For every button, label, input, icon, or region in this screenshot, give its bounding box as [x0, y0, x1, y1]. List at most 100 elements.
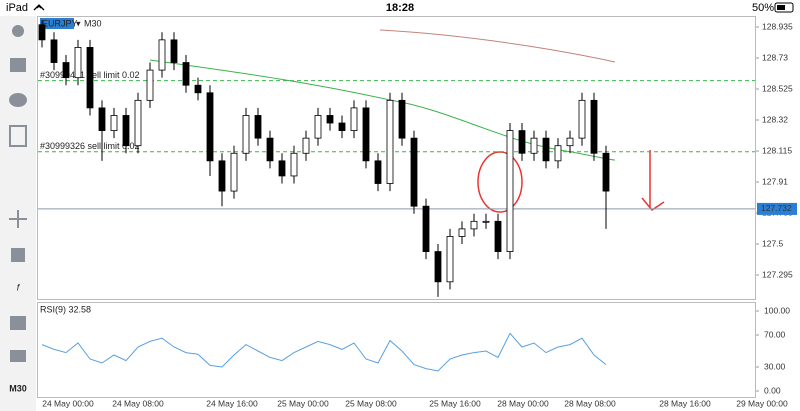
candle-body: [38, 24, 46, 41]
candle-body: [338, 122, 346, 131]
device-name: iPad: [6, 2, 28, 14]
time-label: 28 May 16:00: [659, 398, 711, 408]
price-tick-label: 127.91: [762, 176, 788, 186]
battery-icon: [774, 2, 794, 13]
candle-body: [470, 220, 478, 230]
candle-body: [278, 160, 286, 177]
rsi-line: [41, 332, 607, 372]
candle-body: [302, 137, 310, 154]
candle-body: [602, 152, 610, 192]
symbol-box[interactable]: [40, 18, 74, 29]
candle-body: [314, 115, 322, 139]
candle-body: [398, 99, 406, 139]
candle-body: [422, 205, 430, 252]
time-label: 29 May 00:00: [736, 398, 788, 408]
price-tick-label: 128.32: [762, 114, 788, 124]
rsi-tick-label: 100.00: [764, 305, 790, 315]
candle-body: [542, 137, 550, 162]
candle-body: [410, 137, 418, 207]
candle-body: [254, 115, 262, 139]
candle-body: [458, 228, 466, 237]
time-label: 24 May 00:00: [42, 398, 94, 408]
new-order-icon[interactable]: [9, 125, 27, 147]
wifi-icon: [33, 4, 45, 11]
chat-icon[interactable]: [9, 93, 27, 107]
account-icon[interactable]: [12, 25, 24, 37]
candle-body: [266, 137, 274, 162]
candle-body: [590, 99, 598, 154]
time-label: 24 May 08:00: [112, 398, 164, 408]
candle-body: [386, 99, 394, 184]
time-label: 25 May 16:00: [429, 398, 481, 408]
rsi-panel: [37, 302, 756, 398]
candle-body: [566, 137, 574, 147]
candle-body: [62, 62, 70, 79]
dropdown-arrow[interactable]: ▾: [76, 18, 81, 28]
symbol[interactable]: EURJPY: [42, 18, 78, 28]
candle-body: [230, 152, 238, 192]
price-tick-label: 127.295: [762, 269, 793, 279]
moving-average: [149, 59, 616, 161]
objects-icon[interactable]: [10, 316, 26, 330]
candle-body: [206, 92, 214, 162]
sidebar-icons: f: [9, 25, 27, 362]
clock: 18:28: [386, 2, 414, 14]
price-tick-label: 128.525: [762, 83, 793, 93]
chart-timeframe: M30: [84, 18, 102, 28]
candle-body: [482, 220, 490, 223]
price-tick-label: 128.115: [762, 145, 792, 155]
candle-body: [530, 137, 538, 154]
time-label: 28 May 08:00: [564, 398, 616, 408]
indicators-icon[interactable]: f: [17, 282, 21, 292]
candle-body: [98, 107, 106, 131]
chart-type-icon[interactable]: [11, 248, 25, 262]
annotation-arrow: [641, 150, 665, 211]
rsi-tick-label: 30.00: [764, 361, 786, 371]
order-label: #30999326 sell limit 0.02: [40, 141, 140, 151]
candle-body: [158, 39, 166, 71]
candle-body: [50, 39, 58, 63]
price-tick-label: 127.5: [762, 238, 784, 248]
rsi-label: RSI(9) 32.58: [40, 304, 91, 314]
candle-body: [446, 236, 454, 283]
candle-body: [350, 107, 358, 131]
candle-body: [578, 99, 586, 139]
candle-body: [242, 115, 250, 154]
time-label: 25 May 08:00: [345, 398, 397, 408]
price-tick-label: 128.935: [762, 21, 793, 31]
candle-body: [170, 39, 178, 63]
candle-body: [434, 251, 442, 283]
battery-level: [777, 5, 785, 10]
layout-icon[interactable]: [10, 350, 26, 362]
candle-body: [182, 62, 190, 86]
candle-body: [74, 47, 82, 79]
time-label: 25 May 00:00: [277, 398, 329, 408]
candle-body: [494, 220, 502, 252]
candle-body: [290, 152, 298, 177]
rsi-tick-label: 70.00: [764, 329, 786, 339]
current-price-box: [757, 202, 797, 215]
candle-body: [374, 160, 382, 184]
price-panel: [37, 16, 756, 300]
time-label: 28 May 00:00: [497, 398, 549, 408]
candle-body: [218, 160, 226, 192]
time-label: 24 May 16:00: [206, 398, 258, 408]
candle-body: [326, 115, 334, 124]
moving-average-slow: [379, 29, 616, 63]
candle-body: [554, 145, 562, 162]
candle-body: [86, 47, 94, 109]
candle-body: [362, 107, 370, 162]
candle-body: [194, 84, 202, 94]
timeframe-button[interactable]: M30: [9, 383, 27, 393]
candle-body: [122, 115, 130, 147]
candle-body: [110, 115, 118, 131]
candle-body: [506, 130, 514, 252]
crosshair-icon[interactable]: [9, 210, 27, 228]
candle-body: [134, 99, 142, 147]
current-price-label: 127.732: [761, 203, 792, 213]
rsi-tick-label: 0.00: [764, 385, 781, 395]
price-tick-label: 128.73: [762, 52, 788, 62]
trade-icon[interactable]: [10, 58, 26, 72]
